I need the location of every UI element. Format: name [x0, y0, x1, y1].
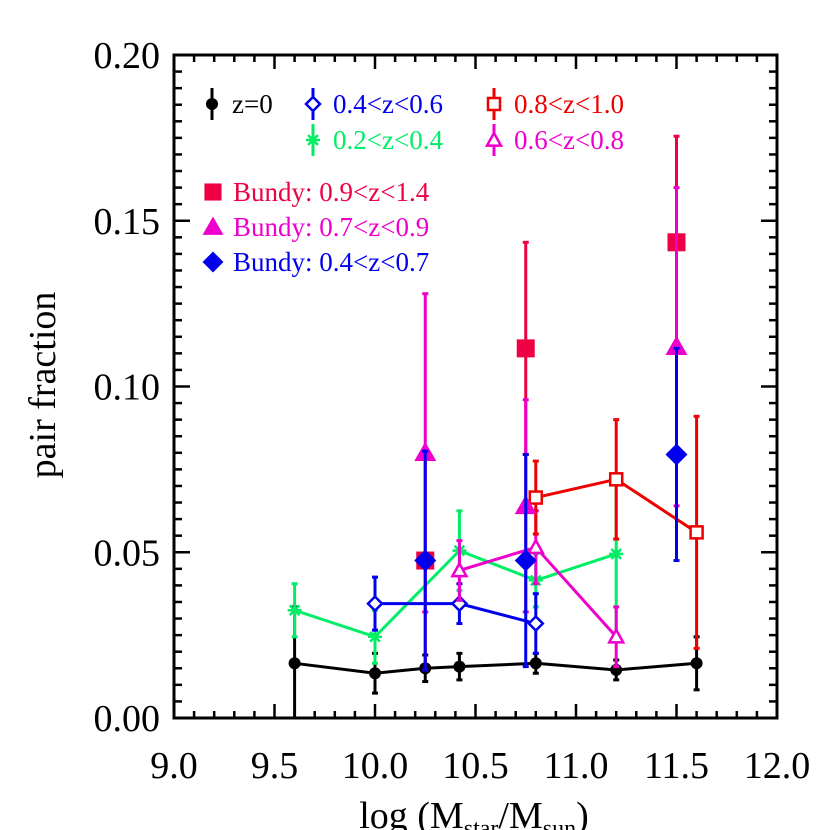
data-point [288, 657, 301, 670]
legend-label: 0.4<z<0.6 [333, 89, 443, 119]
data-point [514, 549, 537, 572]
series-0-4-z-0-6 [366, 575, 545, 655]
data-point [609, 546, 624, 561]
x-tick-label: 9.0 [150, 745, 198, 787]
legend-label: Bundy: 0.7<z<0.9 [233, 212, 429, 242]
series-0-8-z-1-0 [528, 414, 704, 650]
series-bundy-0-4-z-0-7 [414, 346, 688, 672]
y-tick-label: 0.10 [94, 367, 161, 409]
legend-marker [202, 251, 224, 273]
data-point [453, 660, 466, 673]
data-point [608, 472, 624, 487]
x-tick-label: 12.0 [744, 745, 811, 787]
legend-marker [204, 183, 222, 201]
legend-marker [206, 98, 218, 110]
legend-label: 0.8<z<1.0 [514, 89, 624, 119]
data-point [526, 537, 545, 555]
x-tick-label: 10.0 [342, 745, 409, 787]
x-tick-label: 10.5 [442, 745, 509, 787]
y-tick-label: 0.15 [94, 201, 161, 243]
legend-marker [306, 133, 320, 147]
y-tick-label: 0.00 [94, 698, 161, 740]
legend-item: Bundy: 0.4<z<0.7 [202, 247, 429, 277]
legend-marker [484, 130, 504, 147]
data-point [665, 335, 688, 355]
legend-item: Bundy: 0.7<z<0.9 [202, 212, 429, 242]
legend-label: z=0 [232, 89, 273, 119]
legend-item: Bundy: 0.9<z<1.4 [204, 177, 430, 207]
data-point [450, 594, 469, 613]
series-layer [287, 134, 704, 720]
legend-item: 0.8<z<1.0 [486, 88, 624, 120]
data-point [527, 614, 545, 633]
x-axis-label-sub-star: star [464, 816, 499, 830]
x-axis-label-slash: /M [498, 795, 542, 830]
legend-marker [304, 95, 322, 113]
data-point [607, 627, 626, 644]
legend-label: 0.2<z<0.4 [333, 125, 443, 155]
legend: z=0 0.4<z<0.6 0.8<z<1.0 0.2<z<0.4 0.6<z<0.8 B… [202, 88, 624, 277]
x-tick-label: 11.5 [644, 745, 709, 787]
data-point [287, 603, 302, 618]
data-point [450, 560, 469, 578]
data-point [689, 525, 704, 540]
legend-item: 0.4<z<0.6 [304, 88, 443, 120]
plot-area: 9.0 9.5 10.0 10.5 11.0 11.5 12.0 0.00 0.05 0.10 0.… [94, 35, 811, 787]
x-axis-label-sub-sun: sun [543, 816, 576, 830]
data-point [414, 549, 437, 572]
x-axis-label-close: ) [576, 795, 589, 830]
data-point [665, 443, 688, 466]
data-point [368, 629, 382, 644]
data-point [528, 490, 544, 505]
x-tick-label: 9.5 [251, 745, 299, 787]
series-line [294, 661, 697, 675]
legend-label: Bundy: 0.9<z<1.4 [233, 177, 430, 207]
y-tick-label: 0.05 [94, 532, 161, 574]
legend-item: 0.2<z<0.4 [306, 124, 443, 156]
y-axis-label: pair fraction [22, 292, 64, 479]
x-axis-label: log (Mstar/Msun) [359, 795, 589, 830]
y-tick-label: 0.20 [94, 35, 161, 77]
data-point [369, 667, 381, 680]
plot-frame [172, 53, 779, 720]
legend-item: 0.6<z<0.8 [484, 124, 624, 156]
x-axis-label-main: log (M [359, 795, 464, 830]
legend-label: Bundy: 0.4<z<0.7 [233, 247, 429, 277]
legend-marker [202, 216, 224, 235]
series-line [294, 548, 617, 639]
series-bundy-0-7-z-0-9 [414, 186, 688, 614]
x-tick-label: 11.0 [543, 745, 608, 787]
series-z-0 [288, 605, 703, 720]
data-point [366, 594, 384, 613]
legend-label: 0.6<z<0.8 [514, 125, 624, 155]
legend-marker [486, 96, 502, 112]
data-point [690, 657, 703, 670]
data-point [516, 339, 535, 358]
data-point [529, 657, 542, 670]
legend-item: z=0 [206, 88, 273, 120]
